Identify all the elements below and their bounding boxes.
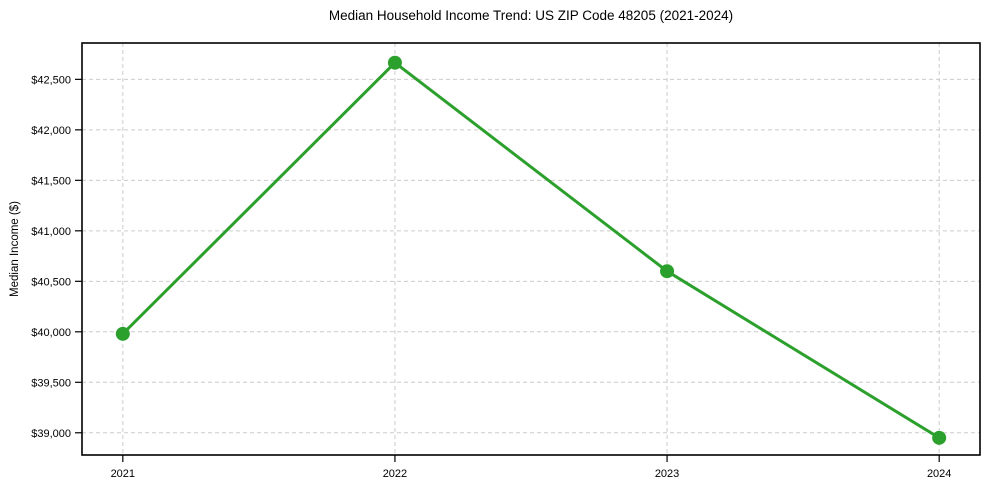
y-tick-label: $40,500 xyxy=(31,276,71,288)
x-tick-label: 2024 xyxy=(927,468,951,480)
y-tick-label: $39,000 xyxy=(31,428,71,440)
data-point-2023 xyxy=(660,264,675,279)
y-tick-label: $41,000 xyxy=(31,226,71,238)
y-tick-label: $41,500 xyxy=(31,175,71,187)
data-point-2022 xyxy=(387,55,402,70)
y-tick-label: $39,500 xyxy=(31,377,71,389)
trend-line xyxy=(121,61,941,440)
x-tick-label: 2023 xyxy=(655,468,679,480)
data-point-2021 xyxy=(115,326,130,341)
chart-title: Median Household Income Trend: US ZIP Co… xyxy=(328,8,734,23)
x-tick-label: 2022 xyxy=(383,468,407,480)
plot-border xyxy=(81,42,981,456)
y-tick-label: $40,000 xyxy=(31,327,71,339)
x-tick-label: 2021 xyxy=(111,468,135,480)
data-point-2024 xyxy=(932,430,947,445)
y-tick-label: $42,000 xyxy=(31,125,71,137)
y-tick-label: $42,500 xyxy=(31,74,71,86)
